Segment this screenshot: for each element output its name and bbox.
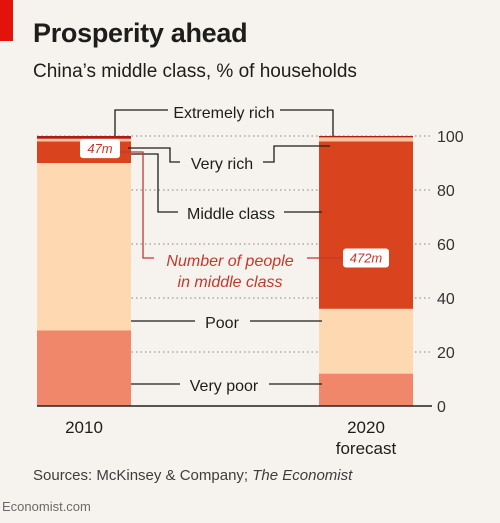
leader-middle-class-left bbox=[131, 153, 178, 213]
sources-prefix: Sources: McKinsey & Company; bbox=[33, 467, 253, 484]
y-tick-label: 80 bbox=[437, 183, 455, 200]
y-tick-label: 20 bbox=[437, 345, 455, 362]
bar-segment-very-poor bbox=[319, 373, 413, 406]
watermark: Economist.com bbox=[2, 499, 91, 514]
y-tick-label: 100 bbox=[437, 129, 464, 146]
leader-extremely-rich-left bbox=[114, 109, 168, 136]
people-annotation: Number of people bbox=[166, 253, 293, 270]
people-annotation: in middle class bbox=[178, 274, 283, 291]
y-tick-label: 40 bbox=[437, 291, 455, 308]
series-label-extremely-rich: Extremely rich bbox=[173, 105, 274, 122]
leader-very-rich-right bbox=[263, 145, 330, 163]
bar-segment-very-rich bbox=[319, 137, 413, 142]
series-label-very-poor: Very poor bbox=[190, 378, 259, 395]
people-count-pill bbox=[343, 248, 389, 268]
bar-segment-extremely-rich bbox=[319, 136, 413, 138]
people-count-label: 47m bbox=[87, 141, 112, 156]
x-category-label: 2020 bbox=[347, 418, 385, 437]
leader-extremely-rich-right bbox=[280, 109, 334, 136]
leader-very-rich-left bbox=[128, 147, 180, 163]
x-category-label: forecast bbox=[336, 439, 397, 458]
series-label-poor: Poor bbox=[205, 315, 239, 332]
bar-segment-very-poor bbox=[37, 330, 131, 406]
y-tick-label: 60 bbox=[437, 237, 455, 254]
leader-people-left bbox=[121, 151, 154, 259]
people-count-label: 472m bbox=[350, 251, 383, 266]
sources-italic: The Economist bbox=[252, 467, 353, 484]
sources-note: Sources: McKinsey & Company; The Economi… bbox=[33, 467, 352, 484]
people-count-pill bbox=[80, 139, 120, 159]
y-tick-label: 0 bbox=[437, 399, 446, 416]
series-label-middle-class: Middle class bbox=[187, 206, 275, 223]
chart-subtitle: China’s middle class, % of households bbox=[33, 61, 357, 82]
series-label-very-rich: Very rich bbox=[191, 156, 253, 173]
chart-title: Prosperity ahead bbox=[33, 18, 248, 48]
x-category-label: 2010 bbox=[65, 418, 103, 437]
brand-tag bbox=[0, 0, 13, 41]
bar-segment-extremely-rich bbox=[37, 136, 131, 139]
bar-segment-poor bbox=[37, 163, 131, 331]
bar-segment-middle-class bbox=[319, 141, 413, 309]
bar-segment-poor bbox=[319, 308, 413, 374]
